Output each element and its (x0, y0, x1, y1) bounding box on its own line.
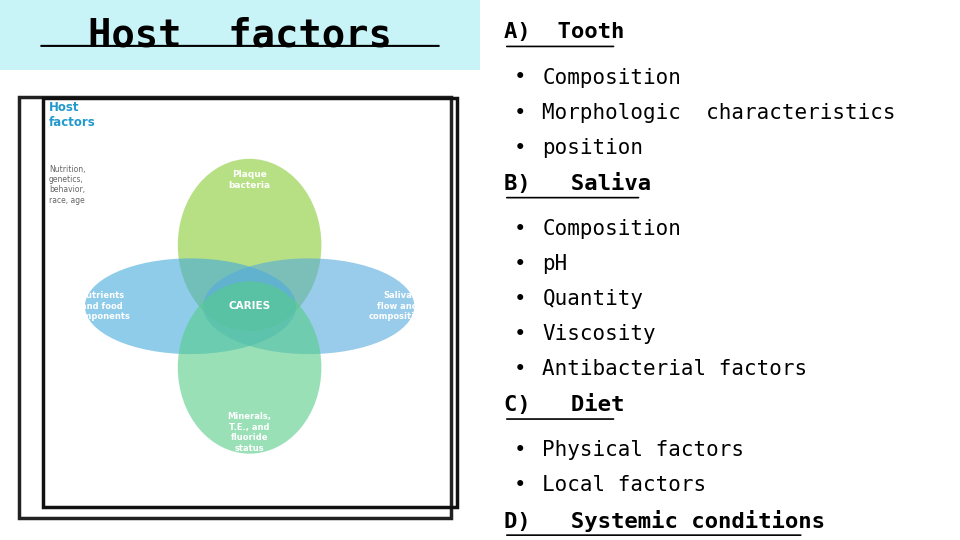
Text: Saliva
flow and
composition: Saliva flow and composition (369, 291, 426, 321)
Text: •: • (514, 103, 526, 123)
Text: •: • (514, 219, 526, 239)
Text: •: • (514, 289, 526, 309)
Text: Quantity: Quantity (542, 289, 643, 309)
Text: Composition: Composition (542, 68, 682, 87)
Text: B)   Saliva: B) Saliva (504, 173, 651, 194)
Text: CARIES: CARIES (228, 301, 271, 311)
Text: C)   Diet: C) Diet (504, 394, 624, 415)
Text: Viscosity: Viscosity (542, 324, 656, 344)
Text: •: • (514, 254, 526, 274)
Text: pH: pH (542, 254, 567, 274)
FancyBboxPatch shape (19, 97, 451, 518)
Text: Antibacterial factors: Antibacterial factors (542, 359, 807, 379)
Text: position: position (542, 138, 643, 158)
Text: A)  Tooth: A) Tooth (504, 22, 624, 42)
Ellipse shape (204, 258, 415, 354)
Text: Nutrition,
genetics,
behavior,
race, age: Nutrition, genetics, behavior, race, age (49, 165, 85, 205)
Text: Nutrients
and food
components: Nutrients and food components (73, 291, 131, 321)
Ellipse shape (178, 159, 322, 331)
Text: •: • (514, 324, 526, 344)
Ellipse shape (84, 258, 296, 354)
Text: •: • (514, 359, 526, 379)
Ellipse shape (178, 281, 322, 454)
Text: Physical factors: Physical factors (542, 440, 744, 460)
Text: •: • (514, 475, 526, 495)
Text: D)   Systemic conditions: D) Systemic conditions (504, 510, 825, 532)
Text: •: • (514, 138, 526, 158)
Text: Morphologic  characteristics: Morphologic characteristics (542, 103, 896, 123)
Text: Composition: Composition (542, 219, 682, 239)
Text: Host
factors: Host factors (49, 102, 96, 130)
Text: Minerals,
T.E., and
fluoride
status: Minerals, T.E., and fluoride status (228, 413, 272, 453)
Text: •: • (514, 440, 526, 460)
Text: •: • (514, 68, 526, 87)
Text: Local factors: Local factors (542, 475, 707, 495)
FancyBboxPatch shape (0, 0, 480, 70)
Text: Plaque
bacteria: Plaque bacteria (228, 170, 271, 190)
Text: Host  factors: Host factors (88, 16, 392, 54)
